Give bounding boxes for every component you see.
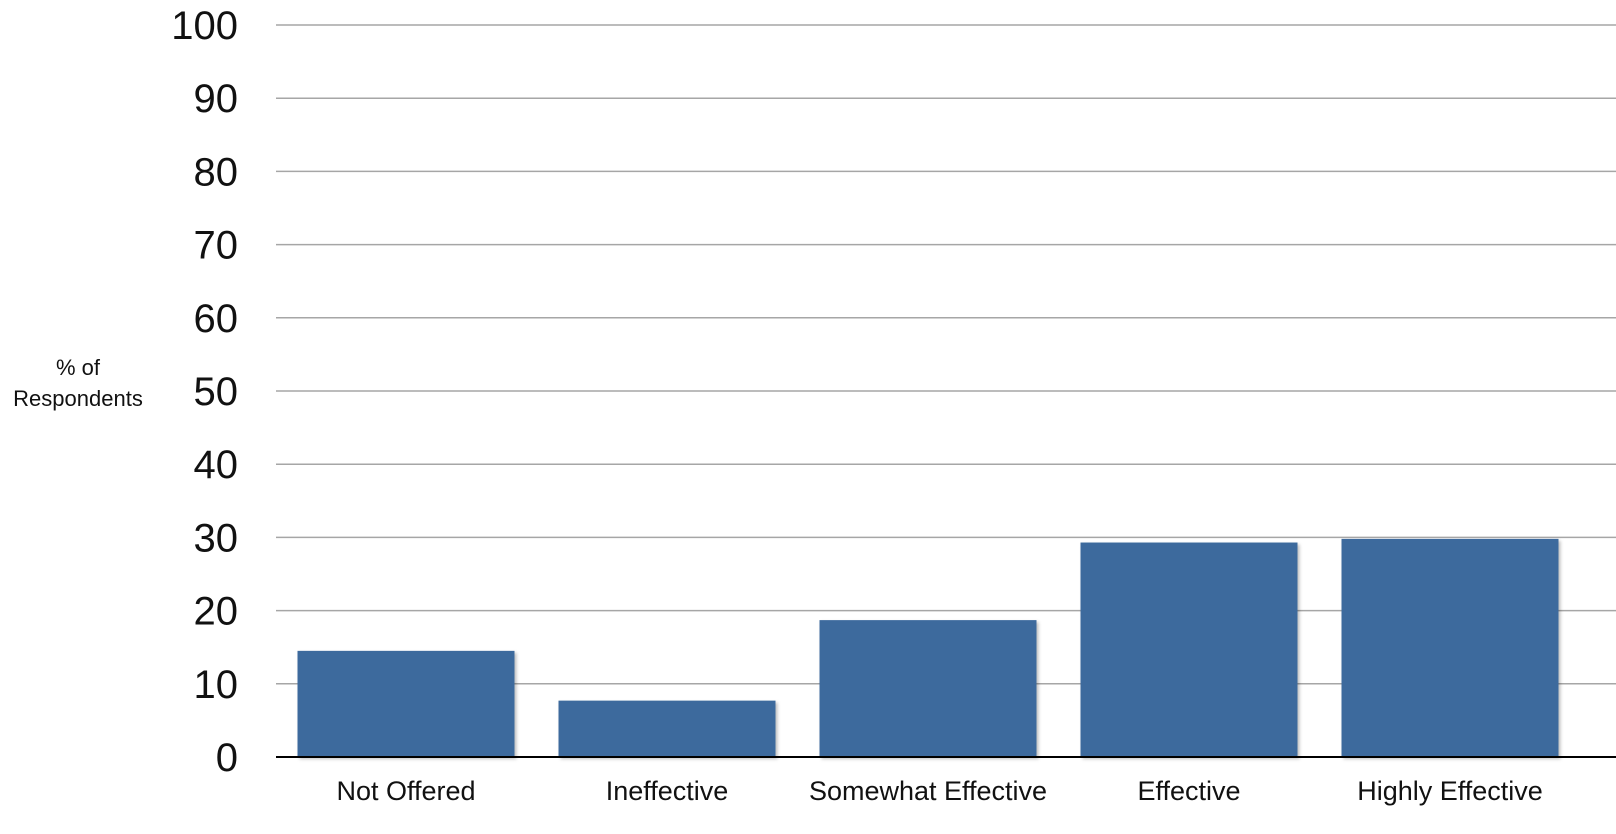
x-tick-label: Not Offered — [336, 776, 475, 806]
y-tick-label: 40 — [194, 443, 239, 487]
y-tick-label: 10 — [194, 663, 239, 707]
y-tick-labels: 0 10 20 30 40 50 60 70 80 90 100 — [171, 4, 238, 780]
bar — [819, 620, 1037, 757]
x-tick-label: Highly Effective — [1357, 776, 1543, 806]
y-tick-label: 90 — [194, 77, 239, 121]
bar — [558, 700, 776, 757]
y-tick-label: 0 — [216, 736, 238, 780]
bars — [297, 538, 1559, 757]
y-axis-label-line-2: Respondents — [13, 386, 143, 411]
y-tick-label: 70 — [194, 224, 239, 268]
y-tick-label: 80 — [194, 150, 239, 194]
bar — [297, 650, 515, 757]
x-tick-label: Ineffective — [606, 776, 729, 806]
y-tick-label: 50 — [194, 370, 239, 414]
x-tick-labels: Not Offered Ineffective Somewhat Effective… — [336, 776, 1542, 806]
y-tick-label: 30 — [194, 516, 239, 560]
y-axis-label: % of Respondents — [0, 352, 156, 414]
bar — [1080, 542, 1298, 757]
gridlines — [276, 24, 1616, 685]
y-tick-label: 100 — [171, 4, 238, 48]
x-tick-label: Effective — [1137, 776, 1240, 806]
x-tick-label: Somewhat Effective — [809, 776, 1047, 806]
y-axis-label-line-1: % of — [55, 355, 101, 380]
y-tick-label: 60 — [194, 297, 239, 341]
bar — [1341, 538, 1559, 757]
y-tick-label: 20 — [194, 590, 239, 634]
